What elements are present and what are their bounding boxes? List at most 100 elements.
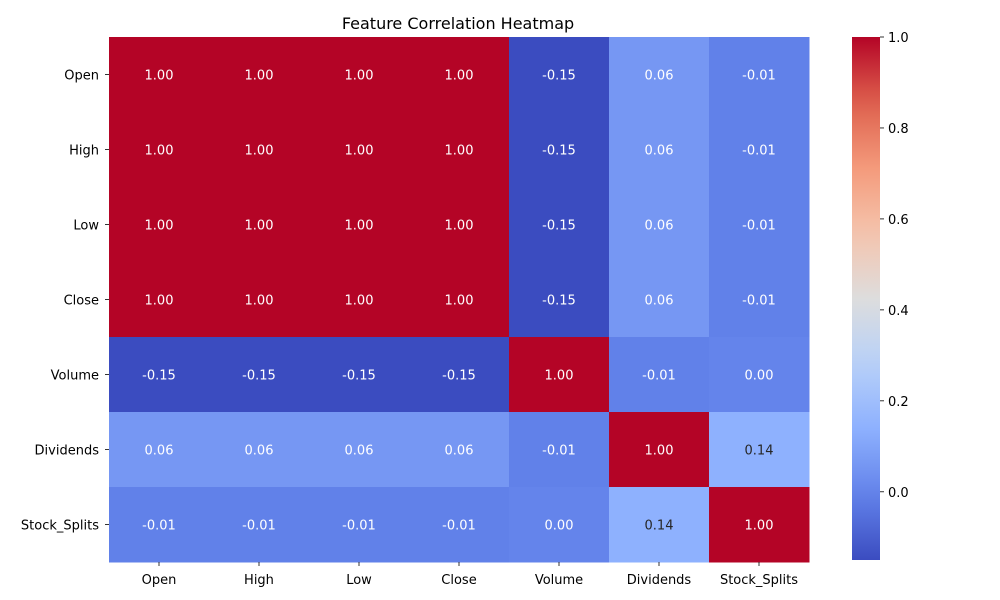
y-tick-label: Close bbox=[64, 294, 99, 309]
cell-value-label: 0.00 bbox=[745, 369, 774, 384]
heatmap-cell bbox=[109, 187, 210, 263]
x-tick-label: Close bbox=[441, 573, 476, 588]
cell-value-label: -0.01 bbox=[342, 519, 376, 534]
cell-value-label: -0.01 bbox=[742, 294, 776, 309]
heatmap-cell bbox=[409, 487, 510, 563]
cell-value-label: -0.01 bbox=[442, 519, 476, 534]
chart-title: Feature Correlation Heatmap bbox=[342, 14, 574, 33]
heatmap-cell bbox=[209, 412, 310, 488]
heatmap-cell bbox=[309, 262, 410, 338]
colorbar-tick-label: 0.8 bbox=[888, 122, 909, 137]
heatmap-cell bbox=[209, 37, 310, 113]
y-tick-label: Low bbox=[73, 219, 99, 234]
heatmap-cell bbox=[409, 412, 510, 488]
heatmap-cell bbox=[509, 112, 610, 188]
colorbar bbox=[852, 37, 880, 560]
cell-value-label: 1.00 bbox=[645, 444, 674, 459]
heatmap-cell bbox=[509, 337, 610, 413]
x-tick-label: Volume bbox=[535, 573, 583, 588]
heatmap-cell bbox=[709, 487, 810, 563]
heatmap-cells bbox=[109, 37, 810, 563]
heatmap-cell bbox=[609, 112, 710, 188]
heatmap-cell bbox=[309, 337, 410, 413]
heatmap-cell bbox=[709, 187, 810, 263]
heatmap-cell bbox=[509, 487, 610, 563]
y-tick-label: Open bbox=[64, 69, 99, 84]
cell-value-label: 1.00 bbox=[145, 219, 174, 234]
heatmap-cell bbox=[209, 187, 310, 263]
cell-value-label: 0.06 bbox=[345, 444, 374, 459]
cell-value-label: 1.00 bbox=[145, 144, 174, 159]
heatmap-cell bbox=[709, 262, 810, 338]
cell-value-label: 0.06 bbox=[245, 444, 274, 459]
heatmap-cell bbox=[309, 112, 410, 188]
cell-value-label: -0.15 bbox=[442, 369, 476, 384]
heatmap-cell bbox=[609, 262, 710, 338]
heatmap-cell bbox=[509, 187, 610, 263]
heatmap-annotations: 1.00 1.00 1.00 1.00 -0.15 0.06 -0.01 1.00 1.00 1.… bbox=[142, 69, 776, 534]
x-tick-label: Dividends bbox=[627, 573, 692, 588]
heatmap-cell bbox=[309, 187, 410, 263]
cell-value-label: -0.01 bbox=[742, 144, 776, 159]
x-axis-ticks: Open High Low Close Volume Dividends Stock_Spl… bbox=[142, 562, 798, 588]
cell-value-label: -0.01 bbox=[742, 219, 776, 234]
heatmap-cell bbox=[709, 412, 810, 488]
cell-value-label: -0.15 bbox=[542, 69, 576, 84]
heatmap-cell bbox=[509, 37, 610, 113]
y-tick-label: Volume bbox=[51, 369, 99, 384]
cell-value-label: 0.06 bbox=[645, 219, 674, 234]
heatmap-cell bbox=[709, 337, 810, 413]
colorbar-tick-label: 0.4 bbox=[888, 304, 909, 319]
y-tick-label: High bbox=[69, 144, 99, 159]
heatmap-cell bbox=[409, 37, 510, 113]
heatmap-cell bbox=[409, 337, 510, 413]
cell-value-label: 1.00 bbox=[745, 519, 774, 534]
cell-value-label: -0.15 bbox=[542, 144, 576, 159]
cell-value-label: 1.00 bbox=[445, 144, 474, 159]
heatmap-cell bbox=[409, 112, 510, 188]
cell-value-label: 1.00 bbox=[145, 294, 174, 309]
cell-value-label: 0.14 bbox=[745, 444, 774, 459]
heatmap-cell bbox=[409, 262, 510, 338]
cell-value-label: 1.00 bbox=[345, 69, 374, 84]
heatmap-cell bbox=[509, 262, 610, 338]
heatmap-cell bbox=[209, 262, 310, 338]
cell-value-label: 1.00 bbox=[445, 294, 474, 309]
heatmap-cell bbox=[209, 112, 310, 188]
heatmap-cell bbox=[209, 487, 310, 563]
colorbar-tick-label: 0.0 bbox=[888, 486, 909, 501]
cell-value-label: -0.15 bbox=[342, 369, 376, 384]
cell-value-label: -0.15 bbox=[542, 294, 576, 309]
colorbar-ticks: 0.0 0.2 0.4 0.6 0.8 1.0 bbox=[880, 31, 909, 501]
cell-value-label: 0.06 bbox=[645, 144, 674, 159]
heatmap-cell bbox=[509, 412, 610, 488]
heatmap-cell bbox=[109, 112, 210, 188]
colorbar-tick-label: 0.2 bbox=[888, 395, 909, 410]
heatmap-cell bbox=[109, 337, 210, 413]
cell-value-label: 0.06 bbox=[145, 444, 174, 459]
cell-value-label: -0.15 bbox=[142, 369, 176, 384]
cell-value-label: 1.00 bbox=[445, 69, 474, 84]
heatmap-cell bbox=[209, 337, 310, 413]
heatmap-cell bbox=[609, 412, 710, 488]
heatmap-cell bbox=[309, 37, 410, 113]
heatmap-cell bbox=[309, 412, 410, 488]
cell-value-label: 1.00 bbox=[245, 219, 274, 234]
cell-value-label: 0.00 bbox=[545, 519, 574, 534]
cell-value-label: 0.06 bbox=[645, 294, 674, 309]
cell-value-label: 0.06 bbox=[445, 444, 474, 459]
cell-value-label: -0.01 bbox=[642, 369, 676, 384]
cell-value-label: 1.00 bbox=[345, 144, 374, 159]
heatmap-cell bbox=[709, 112, 810, 188]
y-tick-label: Stock_Splits bbox=[21, 519, 99, 534]
cell-value-label: 1.00 bbox=[445, 219, 474, 234]
heatmap-cell bbox=[109, 262, 210, 338]
heatmap-cell bbox=[109, 412, 210, 488]
heatmap-cell bbox=[609, 487, 710, 563]
cell-value-label: 1.00 bbox=[345, 294, 374, 309]
cell-value-label: 1.00 bbox=[545, 369, 574, 384]
x-tick-label: Low bbox=[346, 573, 372, 588]
y-axis-ticks: Open High Low Close Volume Dividends Stock_Spl… bbox=[21, 69, 109, 534]
heatmap-cell bbox=[109, 487, 210, 563]
